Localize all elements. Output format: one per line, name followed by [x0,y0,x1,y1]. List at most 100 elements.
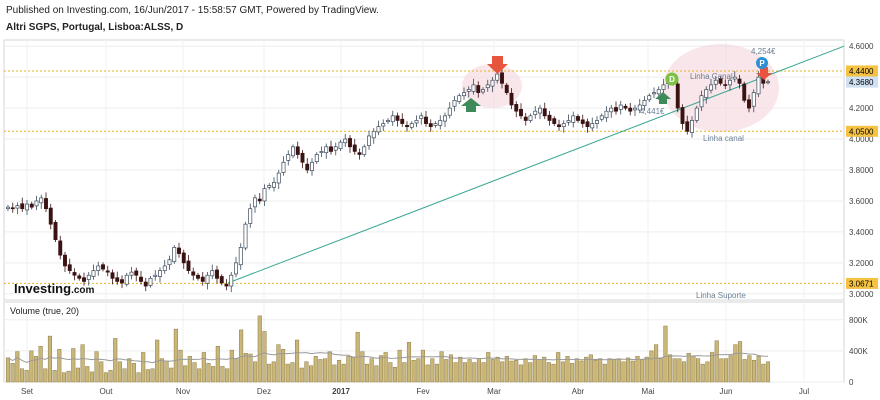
candle-body [143,281,148,287]
candle-body [186,260,191,271]
volume-bar [350,356,356,383]
current-price-tag: 4.3680 [846,76,878,88]
candle-body [590,123,595,129]
candle-body [48,207,53,225]
volume-bar [649,350,654,383]
time-tick-label: Abr [572,387,585,396]
candle-body [367,135,371,146]
candle-body [500,72,504,84]
volume-bar [588,354,593,383]
volume-bar [598,358,603,383]
candle-body [462,92,466,97]
candle-body [281,161,286,173]
candle-body [25,203,29,211]
candle-body [699,95,704,108]
volume-bar [416,358,421,383]
volume-bar [336,359,342,383]
highlight-ellipse-jun [663,44,779,132]
chart-title: Altri SGPS, Portugal, Lisboa:ALSS, D [6,22,184,33]
volume-bar [206,363,211,383]
time-tick-label: Jul [799,387,809,396]
candle-body [495,73,500,81]
volume-bar [276,344,281,383]
volume-bar [323,358,328,383]
volume-bar [472,362,477,383]
candle-body [599,115,604,120]
candle-body [115,277,120,282]
volume-bar [318,359,323,383]
volume-bar [523,358,528,383]
candle-body [219,276,224,284]
candle-body [756,76,761,95]
candle-body [338,141,343,149]
volume-bar [108,370,113,383]
candle-body [585,121,590,128]
volume-bar [448,354,453,383]
candle-body [452,100,457,107]
volume-bar [565,356,570,383]
volume-bar [24,370,29,383]
candle-body [329,146,333,152]
trendline[interactable] [227,45,845,284]
volume-bar [420,349,426,383]
candle-body [471,84,476,92]
volume-bar [765,361,771,383]
volume-bar [122,368,127,383]
price-tick-label: 3.4000 [849,228,874,237]
volume-bar [691,356,696,383]
volume-bar [686,352,691,383]
marker-p-icon[interactable] [756,57,768,69]
candle-body [77,275,82,279]
candle-body [386,120,390,123]
time-tick-label: Fev [416,387,429,396]
candle-body [39,197,44,204]
candle-body [6,206,10,210]
volume-bar [234,358,239,383]
candle-body [528,115,533,121]
volume-bar [131,363,136,383]
candle-body [362,146,367,155]
volume-bar [607,358,612,383]
volume-axis[interactable]: 800K 400K 0 [849,316,868,387]
candle-body [457,95,462,102]
candle-body [732,76,737,80]
marker-p-label: P [759,59,765,68]
volume-bar [304,361,309,383]
candle-body [390,115,395,123]
candle-body [538,107,542,114]
volume-bar [546,362,551,383]
candle-body [490,79,495,87]
candle-body [737,78,742,84]
candle-body [110,272,115,279]
candle-body [196,274,200,279]
candle-body [333,146,338,151]
volume-bar [677,358,682,383]
candle-body [314,154,319,162]
candle-body [243,223,248,249]
volume-bar [71,348,76,383]
volume-bar [761,363,766,383]
volume-bar [19,368,25,383]
price-tick-label: 4.0000 [849,135,874,144]
candle-body [238,247,243,266]
candle-body [523,116,528,121]
time-axis[interactable]: Set Out Nov Dez 2017 Fev Mar Abr Mai Jun Jul [21,387,809,396]
marker-d-icon[interactable] [665,72,679,86]
volume-bar [444,359,449,383]
candle-body [101,264,105,270]
volume-bar [714,340,719,383]
volume-bar [532,355,537,383]
volume-bar [584,356,589,383]
volume-bar [141,352,146,383]
volume-bar [117,361,122,383]
volume-bar [705,361,710,383]
svg-text:3.0671: 3.0671 [849,279,874,288]
candle-body [514,104,519,112]
candle-body [728,79,732,86]
candle-body [718,78,723,84]
candle-body [713,79,718,85]
candle-body [82,277,86,282]
volume-bar [299,367,304,383]
candle-body [623,105,628,109]
